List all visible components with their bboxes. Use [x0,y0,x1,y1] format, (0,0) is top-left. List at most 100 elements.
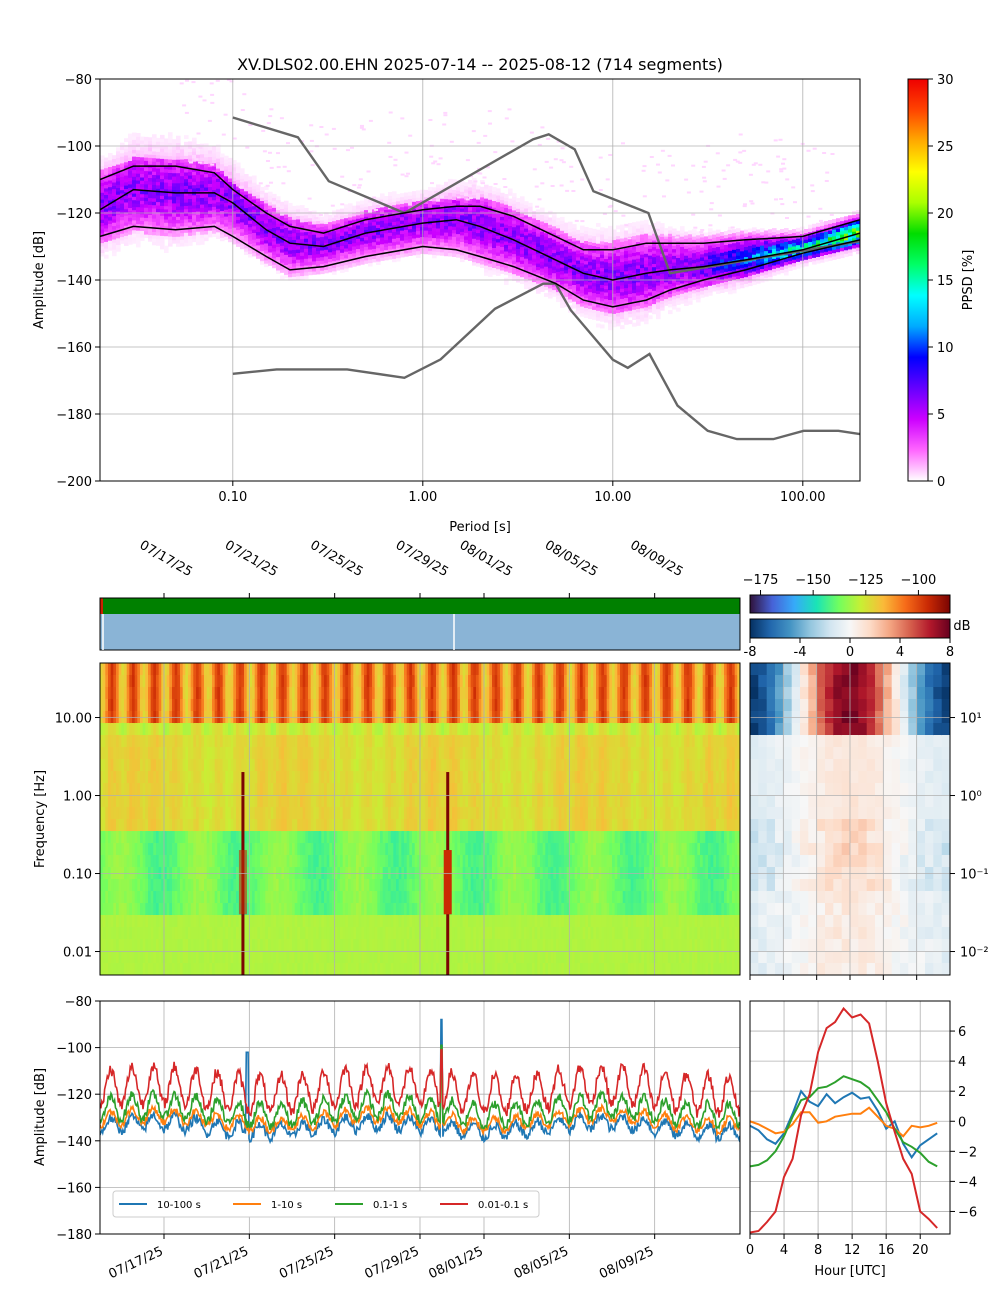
ppsd-density [100,79,860,331]
top-date-tick-label: 08/05/25 [542,538,600,580]
chart-title: XV.DLS02.00.EHN 2025-07-14 -- 2025-08-12… [237,55,723,74]
anomaly-colorbar-tick-label: 4 [896,645,904,660]
timeseries-y-tick-label: −120 [56,1088,92,1103]
spectrogram-y-tick-label: 0.01 [63,946,92,961]
diurnal-anomaly-y-tick-label: 10⁰ [960,790,982,805]
ppsd-colorbar-tick-label: 10 [937,341,954,356]
spectrogram-panel: 0.01 0.10 1.00 10.00 [55,662,741,976]
diurnal-profile-x-tick-label: 8 [814,1243,822,1258]
diurnal-profile-line [750,1089,938,1160]
ppsd-y-tick-label: −120 [56,207,92,222]
spectrogram-colorbar-tick-label: −150 [795,573,831,588]
legend-frame [112,1190,540,1218]
percentile-curve [100,225,860,308]
timeseries-y-label: Amplitude [dB] [33,1068,48,1166]
timeseries-y-tick-label: −140 [56,1135,92,1150]
diurnal-profile-x-tick-label: 16 [878,1243,895,1258]
timeseries-legend: 10-100 s 1-10 s 0.1-1 s 0.01-0.1 s [112,1190,540,1218]
timeseries-x-tick-label: 08/09/25 [597,1244,656,1282]
diurnal-anomaly-y-tick-label: 10⁻¹ [960,868,989,883]
diurnal-anomaly-y-tick-label: 10⁻² [960,946,989,961]
spectrogram-colorbar-tick-label: −100 [901,573,937,588]
spectrogram-image [100,663,740,975]
timeseries-line [100,1018,740,1145]
diurnal-profile-y-tick-label: 2 [958,1085,966,1100]
ppsd-colorbar-ticks: 0 5 10 15 20 25 30 [928,73,954,490]
top-date-tick-label: 08/01/25 [457,538,515,580]
spectrogram-y-tick-label: 0.10 [63,868,92,883]
diurnal-profile-line [750,1106,938,1138]
diurnal-anomaly-panel: 10⁻² 10⁻¹ 10⁰ 10¹ [749,662,989,980]
spectrogram-grid [100,663,740,975]
ppsd-y-tick-label: −160 [56,341,92,356]
ppsd-colorbar-tick-label: 25 [937,140,954,155]
timeseries-x-tick-label: 08/01/25 [426,1244,485,1282]
legend-label: 0.01-0.1 s [478,1200,528,1211]
spectrogram-y-ticks: 0.01 0.10 1.00 10.00 [55,712,100,961]
diurnal-profile-y-tick-label: 4 [958,1055,966,1070]
timeseries-x-tick-label: 07/17/25 [106,1244,165,1282]
spectrogram-y-tick-label: 10.00 [55,712,92,727]
ppsd-y-ticks: −80 −100 −120 −140 −160 −180 −200 [56,73,100,490]
top-date-tick-label: 07/25/25 [307,538,365,580]
ppsd-x-ticks: 0.10 1.00 10.00 100.00 [218,481,826,505]
diurnal-anomaly-y-tick-label: 10¹ [960,712,982,727]
top-date-tick-label: 07/21/25 [222,538,280,580]
diurnal-profile-x-ticks: 0 4 8 12 16 20 [746,1234,929,1258]
spectrogram-y-tick-label: 1.00 [63,790,92,805]
diurnal-profile-lines [750,1006,938,1234]
spectrogram-colorbar-tick-label: −175 [743,573,779,588]
ppsd-colorbar-tick-label: 20 [937,207,954,222]
diurnal-profile-y-ticks: −6 −4 −2 0 2 4 6 [950,1025,977,1220]
diurnal-profile-x-tick-label: 20 [912,1243,929,1258]
diurnal-profile-y-tick-label: −4 [958,1175,977,1190]
ppsd-curves [100,116,860,441]
ppsd-y-tick-label: −180 [56,408,92,423]
timeseries-y-tick-label: −80 [65,995,92,1010]
percentile-curve [100,165,860,251]
timeseries-x-tick-label: 07/29/25 [362,1244,421,1282]
ppsd-x-tick-label: 10.00 [594,490,631,505]
diurnal-profile-x-tick-label: 12 [844,1243,861,1258]
diurnal-profile-x-tick-label: 0 [746,1243,754,1258]
diurnal-profile-x-tick-label: 4 [780,1243,788,1258]
band-timeseries-panel: −80 −100 −120 −140 −160 −180 07/17/25 07/21/25… [56,995,741,1282]
ppsd-colorbar-tick-label: 5 [937,408,945,423]
ppsd-colorbar-tick-label: 0 [937,475,945,490]
top-date-ticks: 07/17/25 07/21/25 07/25/25 07/29/25 08/01/25… [137,538,685,598]
ppsd-y-tick-label: −80 [65,73,92,88]
diurnal-anomaly-y-ticks: 10⁻² 10⁻¹ 10⁰ 10¹ [749,712,989,980]
ppsd-x-tick-label: 1.00 [408,490,437,505]
spectrogram-colorbar-ticks: −175 −150 −125 −100 [743,573,937,595]
timeseries-x-tick-label: 07/25/25 [277,1244,336,1282]
spectrogram-colorbar-tick-label: −125 [848,573,884,588]
data-availability-bar [100,598,740,614]
ppsd-y-tick-label: −140 [56,274,92,289]
ppsd-colorbar-tick-label: 15 [937,274,954,289]
timeseries-x-tick-label: 08/05/25 [512,1244,571,1282]
anomaly-colorbar-tick-label: -8 [744,645,757,660]
timeseries-y-tick-label: −100 [56,1042,92,1057]
noise-model-high-line [232,116,860,275]
timeseries-line [100,1049,740,1118]
ppsd-y-tick-label: −200 [56,475,92,490]
diurnal-profile-line [750,1006,938,1234]
diurnal-profile-panel: −6 −4 −2 0 2 4 6 0 4 8 12 16 20 [746,1000,977,1258]
spectrogram-event [443,850,452,915]
spectrogram-event [238,850,247,915]
diurnal-anomaly-grid [750,663,950,975]
timeseries-y-ticks: −80 −100 −120 −140 −160 −180 [56,995,100,1243]
ppsd-colorbar-label: PPSD [%] [961,250,976,311]
ppsd-colorbar-tick-label: 30 [937,73,954,88]
diurnal-profile-y-tick-label: −6 [958,1205,977,1220]
ppsd-x-label: Period [s] [449,520,511,535]
diurnal-profile-y-tick-label: −2 [958,1145,977,1160]
anomaly-colorbar-tick-label: 8 [946,645,954,660]
percentile-curve [100,188,860,281]
diurnal-profile-line [750,1075,938,1168]
legend-label: 0.1-1 s [373,1200,407,1211]
ppsd-panel: 0.10 1.00 10.00 100.00 −80−100−120−140−160−… [56,73,861,505]
top-date-tick-label: 08/09/25 [627,538,685,580]
diurnal-anomaly-image [750,663,950,975]
